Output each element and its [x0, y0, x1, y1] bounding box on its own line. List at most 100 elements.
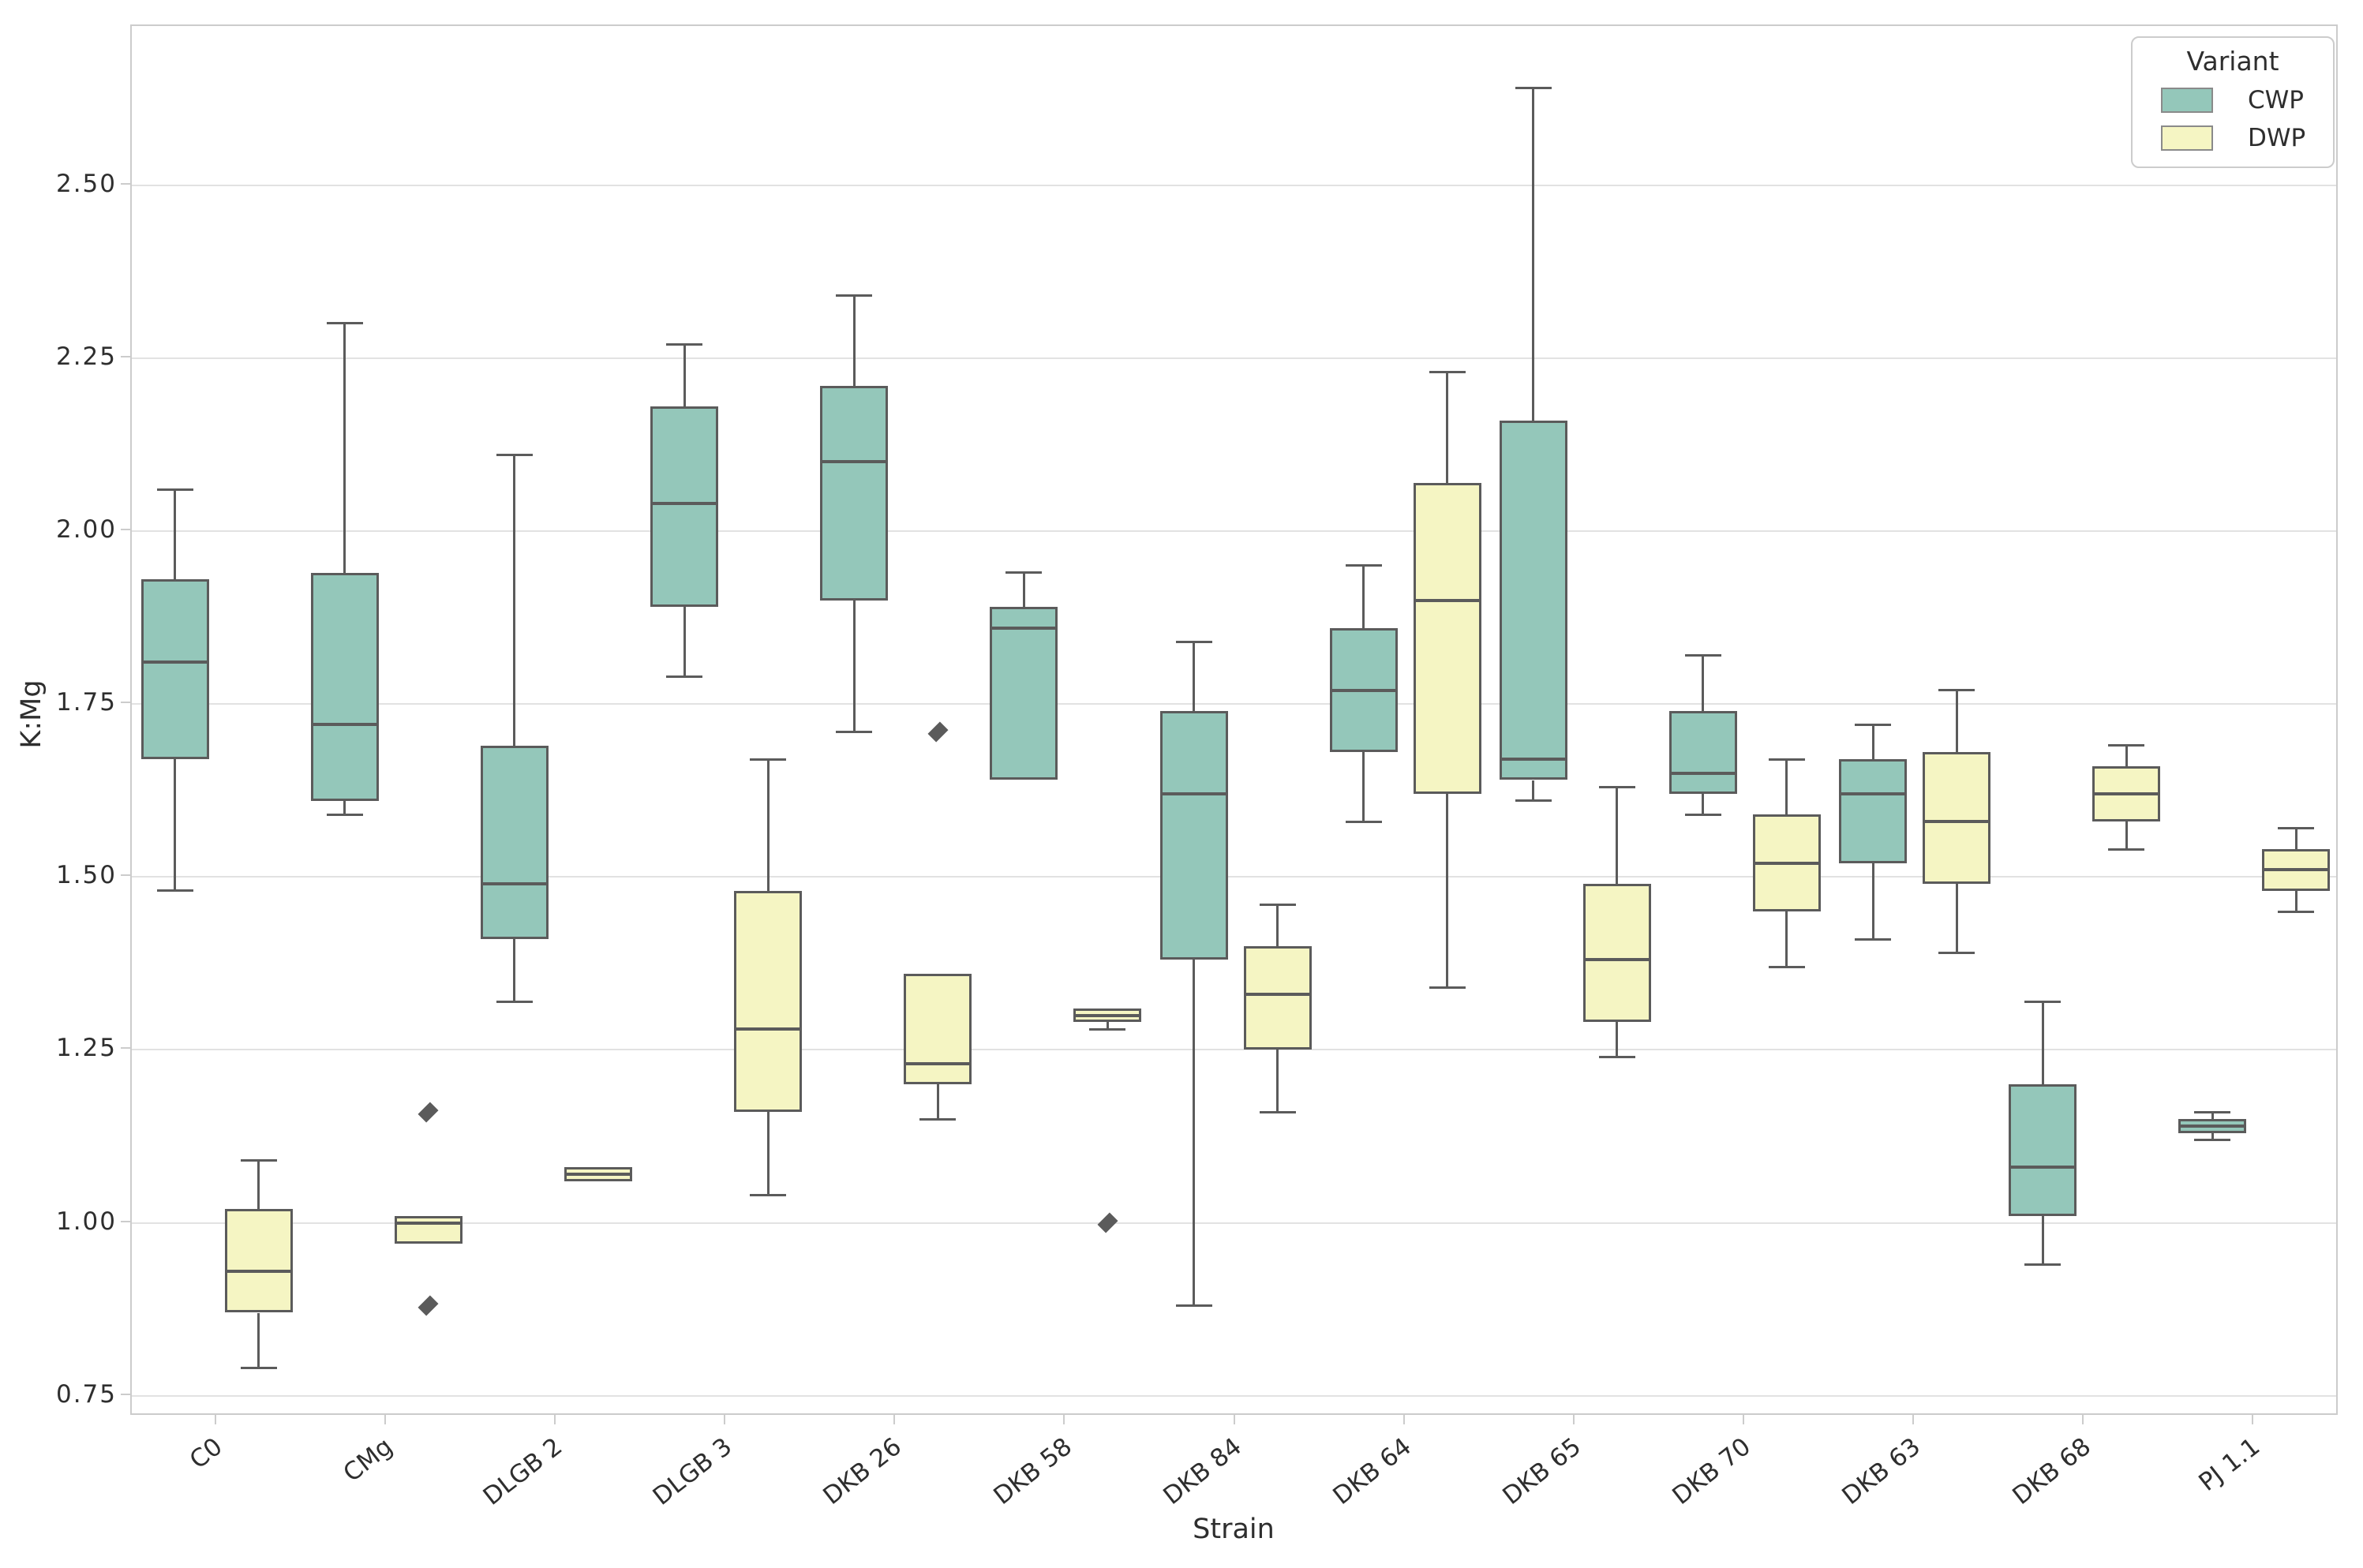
median-cwp-dkb-58: [990, 626, 1058, 630]
whisker-cap: [836, 730, 873, 733]
y-tick-label: 0.75: [55, 1379, 117, 1409]
y-tick-mark: [121, 528, 130, 530]
x-tick-label: DKB 58: [987, 1432, 1077, 1511]
whisker-cap: [2024, 1263, 2062, 1266]
whisker-cwp-dlgb-3: [683, 344, 686, 407]
whisker-cwp-dkb-70: [1702, 655, 1705, 711]
median-cwp-c0: [140, 661, 209, 664]
y-tick-label: 1.50: [55, 861, 117, 890]
whisker-cap: [1684, 654, 1721, 657]
gridline: [132, 1394, 2336, 1397]
whisker-cap: [1515, 799, 1552, 803]
median-dwp-dkb-64: [1413, 598, 1481, 602]
whisker-cwp-dkb-70: [1702, 794, 1705, 815]
box-dwp-dkb-26: [904, 973, 972, 1085]
whisker-cap: [750, 1193, 787, 1196]
whisker-cap: [240, 1367, 277, 1370]
whisker-cap: [1598, 785, 1635, 788]
whisker-cap: [2108, 848, 2145, 851]
median-dwp-dkb-63: [1923, 820, 1991, 824]
box-cwp-dkb-68: [2009, 1084, 2077, 1216]
whisker-cap: [496, 1000, 533, 1003]
whisker-cwp-dkb-26: [852, 600, 856, 732]
median-dwp-dkb-84: [1243, 993, 1312, 997]
whisker-cap: [1429, 986, 1466, 989]
x-tick-label: DLGB 3: [647, 1432, 738, 1511]
whisker-cwp-dkb-65: [1532, 780, 1535, 801]
box-dwp-cmg: [394, 1215, 462, 1244]
x-tick-mark: [1572, 1415, 1575, 1424]
box-cwp-dkb-58: [990, 607, 1058, 780]
whisker-cap: [2194, 1110, 2231, 1113]
y-tick-label: 1.00: [55, 1207, 117, 1236]
y-tick-mark: [121, 874, 130, 877]
whisker-dwp-pj-1-1: [2294, 890, 2297, 912]
whisker-cap: [240, 1159, 277, 1162]
x-tick-label: DKB 63: [1837, 1432, 1927, 1511]
whisker-cap: [1684, 813, 1721, 816]
whisker-dwp-dlgb-3: [766, 759, 770, 891]
y-tick-mark: [121, 1393, 130, 1395]
x-tick-mark: [1402, 1415, 1405, 1424]
legend-swatch-dwp: [2161, 125, 2213, 151]
whisker-cap: [496, 454, 533, 456]
whisker-cwp-dkb-64: [1362, 565, 1365, 628]
median-dwp-dkb-68: [2092, 792, 2161, 796]
whisker-dwp-dkb-63: [1955, 884, 1958, 953]
gridline: [132, 1222, 2336, 1224]
whisker-cap: [326, 322, 363, 325]
whisker-dwp-dkb-70: [1785, 911, 1788, 967]
whisker-cwp-dkb-63: [1871, 724, 1874, 760]
box-dwp-dkb-84: [1243, 945, 1312, 1050]
whisker-cap: [666, 675, 703, 678]
outlier-diamond: [1097, 1212, 1118, 1233]
box-cwp-dkb-26: [820, 385, 889, 601]
whisker-cap: [1768, 758, 1805, 761]
box-cwp-cmg: [310, 572, 379, 801]
x-tick-mark: [1912, 1415, 1915, 1424]
legend-swatch-cwp: [2161, 88, 2213, 113]
x-tick-mark: [2082, 1415, 2084, 1424]
gridline: [132, 876, 2336, 878]
box-cwp-dkb-65: [1499, 420, 1567, 780]
outlier-diamond: [927, 721, 949, 743]
gridline: [132, 1049, 2336, 1051]
whisker-dwp-dkb-64: [1446, 372, 1449, 483]
whisker-cap: [1938, 952, 1975, 955]
box-cwp-dkb-84: [1159, 710, 1228, 960]
gridline: [132, 530, 2336, 532]
box-dwp-dkb-64: [1413, 482, 1481, 795]
x-tick-mark: [724, 1415, 726, 1424]
box-dwp-dkb-63: [1923, 752, 1991, 884]
whisker-cap: [1259, 1110, 1296, 1113]
legend-label-cwp: CWP: [2248, 86, 2304, 114]
whisker-dwp-dkb-63: [1955, 690, 1958, 753]
whisker-cwp-pj-1-1: [2211, 1132, 2214, 1140]
median-dwp-cmg: [394, 1221, 462, 1225]
whisker-cap: [836, 294, 873, 298]
whisker-cap: [1768, 965, 1805, 968]
box-dwp-dkb-65: [1582, 884, 1651, 1023]
whisker-cap: [1175, 1304, 1212, 1308]
x-tick-label: DLGB 2: [477, 1432, 568, 1511]
box-cwp-dkb-70: [1668, 710, 1737, 795]
median-cwp-dkb-68: [2009, 1166, 2077, 1169]
whisker-cwp-dkb-26: [852, 295, 856, 386]
whisker-dwp-dkb-84: [1276, 904, 1279, 946]
box-cwp-dlgb-2: [480, 745, 549, 940]
whisker-cwp-dlgb-2: [513, 455, 516, 746]
legend-title: Variant: [2186, 46, 2279, 77]
gridline: [132, 703, 2336, 705]
whisker-cwp-dkb-68: [2041, 1001, 2044, 1085]
median-dwp-dkb-26: [904, 1061, 972, 1065]
legend: Variant CWP DWP: [2131, 36, 2335, 168]
median-dwp-dkb-70: [1752, 861, 1821, 865]
whisker-dwp-dkb-65: [1616, 1022, 1619, 1057]
x-axis-label: Strain: [1193, 1514, 1275, 1545]
legend-entry-cwp: CWP: [2133, 86, 2333, 114]
x-tick-mark: [2252, 1415, 2254, 1424]
box-dwp-c0: [224, 1209, 293, 1313]
whisker-cap: [156, 889, 193, 893]
whisker-cap: [2194, 1138, 2231, 1141]
